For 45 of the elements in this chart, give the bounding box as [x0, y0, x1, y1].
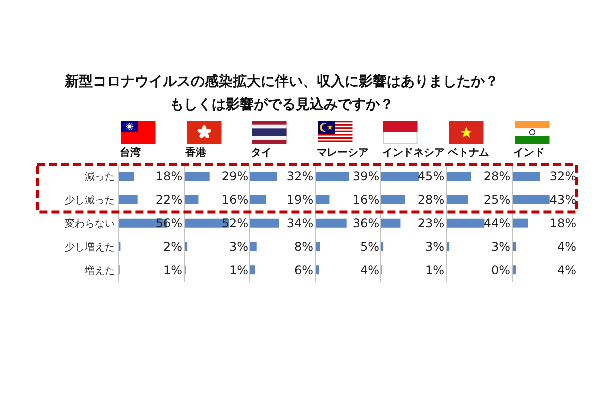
data-label: 3% — [229, 240, 248, 254]
data-label: 18% — [156, 170, 183, 184]
chart-title: 香港 — [186, 146, 206, 161]
data-label: 4% — [557, 240, 576, 254]
data-label: 4% — [360, 263, 380, 278]
chart-title: インドネシア — [382, 146, 445, 161]
data-label: 36% — [352, 216, 380, 230]
data-label: 6% — [294, 263, 314, 278]
data-label: 29% — [222, 170, 248, 184]
data-label: 8% — [294, 240, 314, 254]
data-label: 22% — [156, 193, 183, 208]
data-label: 44% — [484, 216, 511, 230]
data-label: 32% — [550, 170, 576, 184]
chart-title: タイ — [251, 146, 272, 161]
data-label: 5% — [360, 240, 380, 254]
data-label: 39% — [352, 170, 380, 184]
data-label: 3% — [492, 240, 511, 254]
y-tick-label: 減った — [84, 171, 115, 184]
data-label: 4% — [557, 263, 576, 278]
chart-title: マレーシア — [316, 146, 369, 161]
text: 新型コロナウイルスの感染拡大に伴い、収入に影響はありましたか？もしくは影響がでる見込みですか？ — [65, 74, 499, 113]
data-label: 1% — [164, 263, 183, 278]
data-label: 18% — [550, 216, 576, 230]
data-label: 1% — [229, 263, 248, 278]
data-label: 2% — [164, 240, 183, 254]
chart-title: ベトナム — [448, 146, 490, 161]
data-label: 16% — [222, 193, 248, 208]
data-label: 43% — [550, 193, 576, 208]
data-label: 25% — [484, 193, 511, 208]
data-label: 1% — [426, 263, 445, 278]
y-tick-label: 変わらない — [64, 218, 115, 230]
chart-title: 台湾 — [120, 146, 141, 161]
data-label: 28% — [484, 170, 511, 184]
data-label: 23% — [418, 216, 445, 230]
data-label: 28% — [418, 193, 445, 208]
y-tick-label: 少し減った — [64, 194, 115, 207]
y-tick-label: 少し増えた — [64, 241, 115, 254]
data-label: 34% — [287, 216, 314, 230]
data-label: 16% — [352, 193, 380, 208]
data-label: 0% — [492, 263, 511, 278]
chart-title: インド — [514, 146, 545, 161]
data-label: 19% — [287, 193, 314, 208]
data-label: 3% — [426, 240, 445, 254]
y-tick-label: 増えた — [84, 264, 115, 277]
data-label: 32% — [287, 170, 314, 184]
